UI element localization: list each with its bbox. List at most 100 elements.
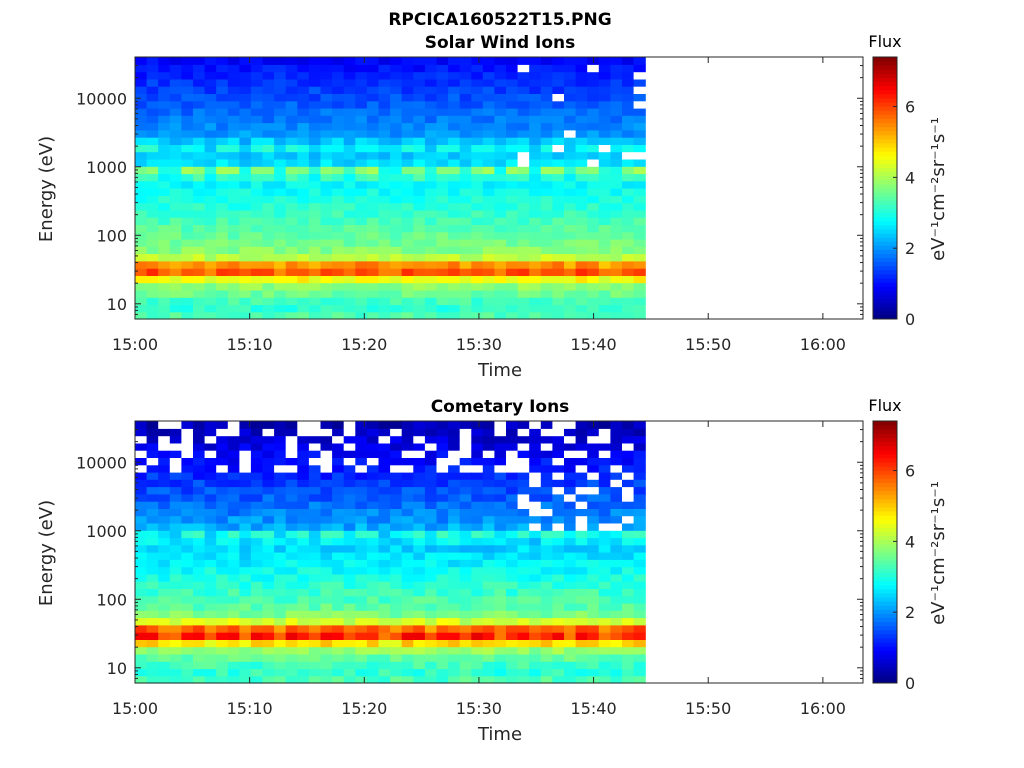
heatmap-cell xyxy=(471,64,484,73)
heatmap-cell xyxy=(575,180,588,189)
heatmap-cell xyxy=(262,653,275,662)
heatmap-cell xyxy=(471,86,484,94)
heatmap-cell xyxy=(158,421,171,429)
heatmap-cell xyxy=(575,144,588,153)
heatmap-cell xyxy=(436,166,449,175)
heatmap-cell xyxy=(424,100,438,109)
heatmap-cell xyxy=(343,151,356,160)
heatmap-cell xyxy=(424,268,438,276)
heatmap-cell xyxy=(343,289,356,298)
heatmap-cell xyxy=(506,275,519,284)
heatmap-cell xyxy=(262,282,275,291)
heatmap-cell xyxy=(471,632,484,640)
heatmap-cell xyxy=(598,275,611,284)
heatmap-cell xyxy=(598,78,611,87)
heatmap-cell xyxy=(622,71,635,80)
heatmap-cell xyxy=(633,275,646,284)
heatmap-cell xyxy=(297,158,310,167)
heatmap-cell xyxy=(193,588,206,597)
heatmap-cell xyxy=(622,515,635,524)
heatmap-cell xyxy=(413,493,426,502)
heatmap-cell xyxy=(413,639,426,648)
heatmap-cell xyxy=(552,530,565,539)
heatmap-cell xyxy=(552,522,565,531)
heatmap-cell xyxy=(413,471,426,480)
heatmap-cell xyxy=(181,464,194,473)
heatmap-cell xyxy=(633,639,646,648)
heatmap-cell xyxy=(297,464,310,473)
heatmap-cell xyxy=(482,661,495,670)
heatmap-cell xyxy=(390,311,403,320)
heatmap-cell xyxy=(332,632,345,640)
heatmap-cell xyxy=(471,639,484,648)
heatmap-cell xyxy=(436,617,449,626)
heatmap-cell xyxy=(297,661,310,670)
heatmap-cell xyxy=(587,115,600,124)
heatmap-cell xyxy=(575,668,588,677)
heatmap-cell xyxy=(204,573,217,582)
heatmap-cell xyxy=(401,544,414,553)
heatmap-cell xyxy=(564,289,577,298)
heatmap-cell xyxy=(575,275,588,284)
heatmap-cell xyxy=(633,297,646,306)
heatmap-cell xyxy=(378,57,391,65)
colorbar-step xyxy=(873,102,897,107)
heatmap-cell xyxy=(216,588,229,597)
colorbar-step xyxy=(873,286,897,291)
heatmap-cell xyxy=(227,602,240,611)
heatmap-cell xyxy=(355,253,368,262)
heatmap-cell xyxy=(193,158,206,167)
heatmap-cell xyxy=(424,275,438,284)
heatmap-cell xyxy=(297,311,310,320)
heatmap-cell xyxy=(204,289,217,298)
heatmap-cell xyxy=(297,493,310,502)
colorbar-step xyxy=(873,506,897,512)
heatmap-cell xyxy=(378,304,391,313)
heatmap-cell xyxy=(343,471,356,480)
heatmap-cell xyxy=(633,464,646,473)
heatmap-cell xyxy=(471,57,484,65)
heatmap-cell xyxy=(448,653,461,662)
heatmap-cell xyxy=(575,464,588,473)
heatmap-cell xyxy=(227,661,240,670)
colorbar-step xyxy=(873,167,897,173)
x-ticks: 15:00 15:10 15:20 15:30 15:40 15:50 16:00 xyxy=(112,57,846,354)
heatmap-cell xyxy=(146,653,159,662)
colorbar-step xyxy=(873,625,897,631)
heatmap-cell xyxy=(390,486,403,495)
heatmap-cell xyxy=(448,275,461,284)
heatmap-cell xyxy=(633,668,646,677)
heatmap-cell xyxy=(366,617,380,626)
heatmap-cell xyxy=(250,522,264,531)
y-tick-label: 10000 xyxy=(76,453,127,472)
heatmap-cell xyxy=(193,107,206,116)
heatmap-cell xyxy=(227,479,240,488)
heatmap-cell xyxy=(517,209,530,218)
heatmap-cell xyxy=(506,209,519,218)
heatmap-cell xyxy=(424,552,438,560)
heatmap-cell xyxy=(540,544,553,553)
heatmap-cell xyxy=(564,297,577,306)
heatmap-cell xyxy=(436,137,449,145)
heatmap-cell xyxy=(540,435,553,444)
heatmap-cell xyxy=(227,238,240,247)
heatmap-cell xyxy=(424,617,438,626)
heatmap-cell xyxy=(436,289,449,298)
heatmap-cell xyxy=(494,93,507,102)
heatmap-cell xyxy=(193,602,206,611)
colorbar-step xyxy=(873,662,897,668)
heatmap-cell xyxy=(401,668,414,677)
heatmap-cell xyxy=(320,581,333,589)
heatmap-cell xyxy=(355,304,368,313)
heatmap-cell xyxy=(239,115,252,124)
heatmap-cell xyxy=(378,573,391,582)
heatmap-cell xyxy=(308,166,322,175)
heatmap-cell xyxy=(390,552,403,560)
heatmap-cell xyxy=(448,100,461,109)
heatmap-cell xyxy=(598,653,611,662)
heatmap-cell xyxy=(146,515,159,524)
heatmap-cell xyxy=(436,464,449,473)
heatmap-cell xyxy=(332,428,345,437)
heatmap-cell xyxy=(204,493,217,502)
heatmap-cell xyxy=(482,581,495,589)
